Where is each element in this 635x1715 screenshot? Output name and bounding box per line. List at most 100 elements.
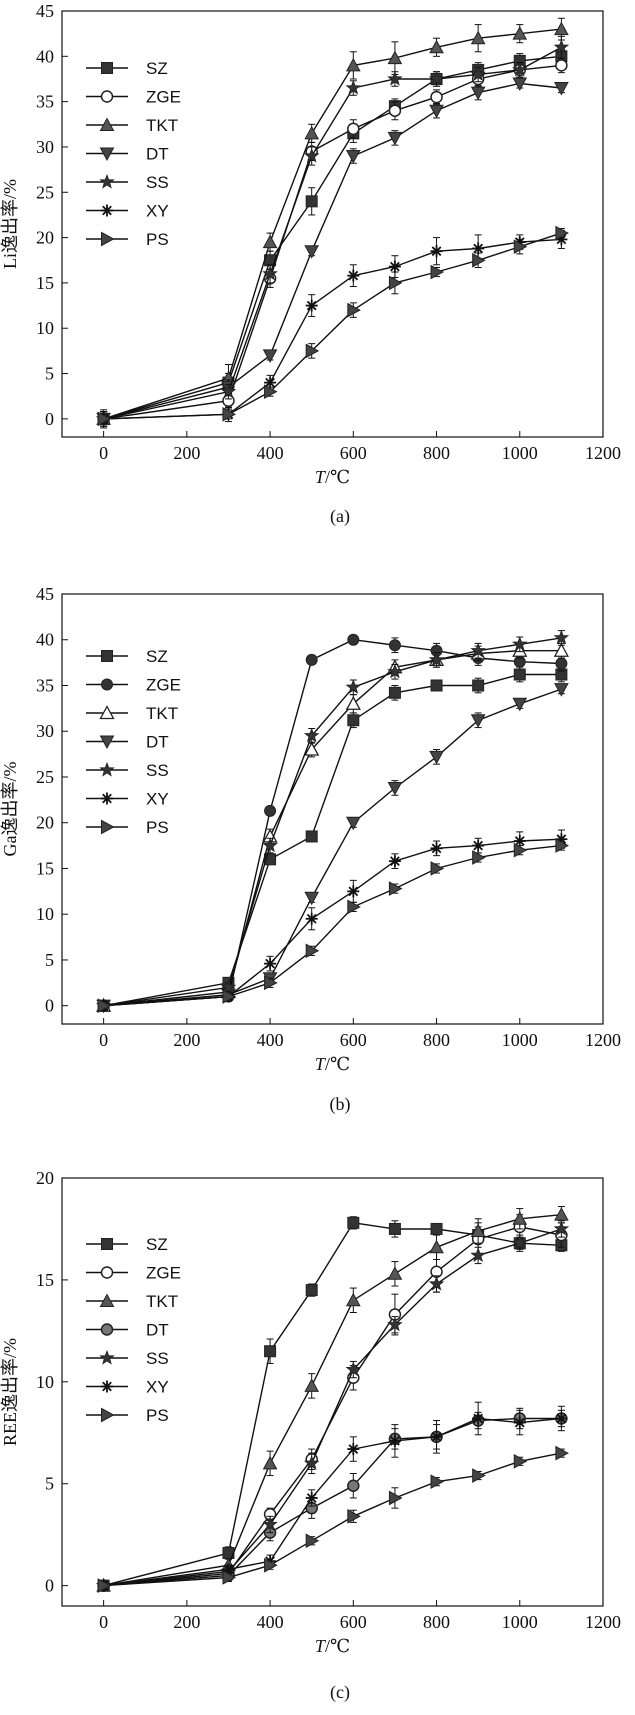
y-tick-label: 45 <box>36 584 54 604</box>
data-point <box>555 59 568 72</box>
y-tick-label: 0 <box>45 409 54 429</box>
data-point <box>430 90 443 104</box>
data-point <box>553 642 569 657</box>
data-point <box>345 57 361 72</box>
x-axis-label-unit: /℃ <box>325 467 350 487</box>
data-point <box>222 989 237 1004</box>
series-line <box>103 64 562 420</box>
x-axis-label-var: T <box>315 1636 327 1656</box>
legend-marker <box>99 705 115 720</box>
y-tick-label: 15 <box>36 1270 54 1290</box>
data-point <box>264 384 278 400</box>
data-point <box>345 679 362 694</box>
series-line <box>103 1417 562 1587</box>
chart-panel: 0 200 400 600 800 1000 1200 0 5 10 15 20 T/℃ REE逸出率/%… <box>0 1168 621 1703</box>
data-point <box>303 147 320 163</box>
legend-marker <box>101 231 115 247</box>
data-point <box>430 264 445 280</box>
data-point <box>305 1284 318 1297</box>
legend-entry-dt: DT <box>86 733 169 752</box>
data-point <box>264 1345 277 1358</box>
data-point <box>304 891 320 906</box>
data-point <box>345 1292 361 1307</box>
data-point <box>472 839 485 852</box>
data-point <box>430 245 443 258</box>
x-axis-label-unit: /℃ <box>325 1054 350 1074</box>
data-point <box>428 70 445 86</box>
data-point <box>430 1222 443 1235</box>
data-point <box>388 1222 401 1235</box>
legend-marker <box>101 204 113 217</box>
data-point <box>264 804 277 817</box>
data-point <box>304 1378 320 1392</box>
data-point <box>305 912 318 925</box>
series-ss <box>95 629 570 1013</box>
legend-entry-ps: PS <box>86 818 169 837</box>
y-tick-label: 20 <box>36 228 54 248</box>
data-point <box>347 1479 360 1493</box>
data-point <box>387 663 403 679</box>
legend-label: SS <box>146 173 169 192</box>
data-point <box>512 636 528 651</box>
data-point <box>430 679 443 692</box>
data-point <box>513 842 528 858</box>
data-point <box>262 837 278 853</box>
chart-panel: 0 200 400 600 800 1000 1200 0 5 10 15 20 25 30 35 40 45 T… <box>0 584 621 1115</box>
data-point <box>470 1223 486 1237</box>
legend-marker <box>99 173 115 189</box>
data-point <box>555 1412 568 1425</box>
series-xy <box>97 829 568 1012</box>
series-line <box>103 838 562 1007</box>
y-tick-label: 10 <box>36 1372 54 1392</box>
data-point <box>428 1275 445 1291</box>
data-point <box>347 122 360 136</box>
data-point <box>472 1468 486 1483</box>
panel-caption: (c) <box>330 1682 350 1703</box>
data-point <box>470 66 486 82</box>
data-point <box>388 881 403 896</box>
data-point <box>347 1443 360 1456</box>
legend-marker <box>101 1407 115 1423</box>
data-point <box>555 838 569 853</box>
legend-label: ZGE <box>146 1264 181 1283</box>
x-axis-label: T/℃ <box>315 1636 350 1656</box>
legend-label: ZGE <box>146 88 181 107</box>
plot-frame <box>61 10 604 438</box>
y-tick-label: 35 <box>36 92 54 112</box>
series-line <box>103 688 562 1007</box>
legend-marker <box>99 117 115 131</box>
data-point <box>430 1474 445 1490</box>
data-point <box>347 1508 361 1524</box>
data-point <box>470 642 486 658</box>
x-tick-label: 200 <box>173 1612 200 1632</box>
data-point <box>347 302 361 318</box>
legend-label: DT <box>146 145 169 164</box>
x-tick-label: 0 <box>99 1030 108 1050</box>
data-point <box>387 50 403 65</box>
data-point <box>97 1578 112 1593</box>
data-point <box>305 653 318 666</box>
legend-label: XY <box>146 790 169 809</box>
data-point <box>428 651 445 667</box>
x-tick-label: 1000 <box>502 443 538 463</box>
legend-marker <box>101 62 113 74</box>
data-point <box>262 234 278 249</box>
y-tick-label: 20 <box>36 813 54 833</box>
data-point <box>388 1490 403 1506</box>
legend-label: ZGE <box>146 676 181 695</box>
legend-entry-tkt: TKT <box>86 704 178 723</box>
series-line <box>103 638 562 1007</box>
data-point <box>429 39 444 54</box>
legend-marker <box>100 1323 114 1336</box>
data-point <box>512 697 528 712</box>
x-tick-label: 400 <box>257 1612 284 1632</box>
series-line <box>103 82 562 420</box>
x-tick-label: 0 <box>99 443 108 463</box>
y-tick-label: 5 <box>45 364 54 384</box>
data-point <box>388 104 402 117</box>
x-tick-label: 1000 <box>502 1030 538 1050</box>
data-point <box>555 225 569 241</box>
data-point <box>553 629 570 645</box>
data-point <box>304 125 320 140</box>
x-tick-label: 200 <box>173 1030 200 1050</box>
